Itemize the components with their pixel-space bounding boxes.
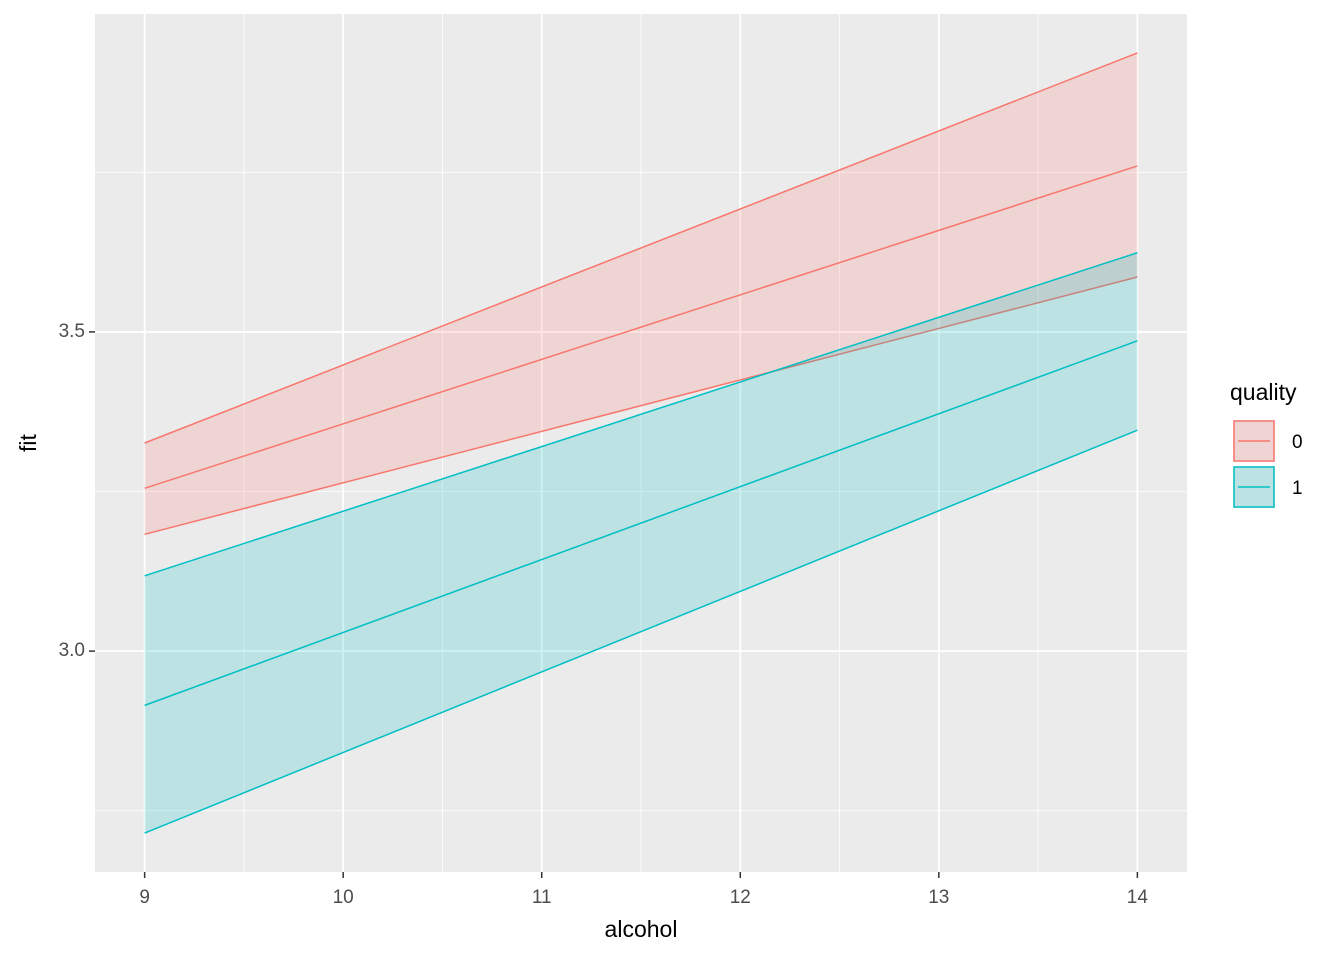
x-axis-title: alcohol <box>605 916 678 942</box>
legend-label: 0 <box>1292 432 1303 453</box>
band-edge <box>144 429 1138 834</box>
confidence-band <box>144 52 1138 535</box>
x-tick-label: 10 <box>333 887 354 908</box>
band-edge <box>144 52 1138 444</box>
legend-label: 1 <box>1292 478 1303 499</box>
fit-line <box>144 340 1138 707</box>
x-tick-label: 13 <box>928 887 949 908</box>
x-tick-label: 12 <box>730 887 751 908</box>
band-edge <box>144 252 1138 577</box>
x-tick-label: 9 <box>139 887 150 908</box>
fit-line <box>144 165 1138 490</box>
x-tick-label: 11 <box>532 887 552 908</box>
legend-title: quality <box>1230 379 1297 405</box>
confidence-band <box>144 252 1138 834</box>
y-tick-label: 3.5 <box>59 321 85 342</box>
y-axis-title: fit <box>15 433 41 452</box>
x-tick-label: 14 <box>1127 887 1149 908</box>
y-tick-label: 3.0 <box>59 640 85 661</box>
band-edge <box>144 276 1138 536</box>
